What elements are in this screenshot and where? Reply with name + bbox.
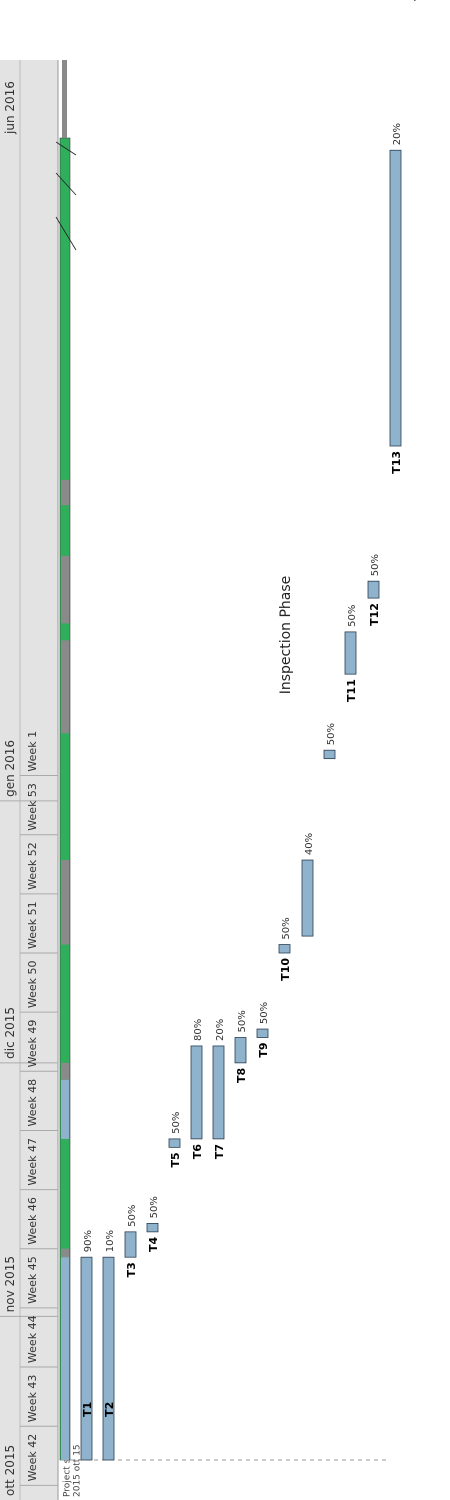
week-label: Week 1 [26,731,39,772]
task-name: T4 [147,1237,160,1253]
task-name: T1 [81,1402,94,1417]
status-segment [61,1063,69,1080]
task-bar [345,632,356,674]
status-segment [61,1080,69,1139]
phase-label: Inspection Phase [278,576,294,695]
task-progress: 50% [370,554,381,576]
task-progress: 20% [392,123,403,145]
task-name: T9 [257,1043,270,1058]
status-segment [61,1257,69,1460]
task-bar [191,1046,202,1139]
task-bar [368,581,379,598]
month-label: nov 2015 [3,1256,17,1312]
week-label: Week 46 [26,1197,39,1245]
task-progress: 50% [259,1002,270,1024]
task-bar [147,1223,158,1231]
task-name: T6 [191,1144,204,1160]
task-bar [257,1029,268,1037]
week-label: Week 44 [26,1315,39,1363]
task-bar [81,1257,92,1460]
week-label: Week 42 [26,1434,39,1482]
status-segment [61,1249,69,1257]
task-name: T13 [390,451,403,474]
task-name: T11 [345,679,358,702]
task-name: T5 [169,1152,182,1167]
status-segment [61,640,69,733]
task-progress: 40% [304,833,315,855]
task-progress: 20% [215,1019,226,1041]
task-bar [125,1232,136,1257]
task-name: T12 [368,603,381,626]
week-label: Week 47 [26,1138,39,1186]
task-progress: 90% [83,1230,94,1252]
status-segment [61,480,69,505]
task-bar [279,945,290,953]
week-label: Week 51 [26,901,39,949]
task-progress: 10% [105,1230,116,1252]
task-progress: 80% [193,1019,204,1041]
status-segment [61,860,69,945]
week-label: Week 48 [26,1079,39,1127]
task-progress: 50% [237,1010,248,1032]
task-progress: 50% [149,1196,160,1218]
task-progress: 50% [281,917,292,939]
task-name: T8 [235,1068,248,1083]
task-bar [235,1038,246,1063]
task-progress: 50% [127,1205,138,1227]
task-bar [302,860,313,936]
task-bar [390,150,401,446]
week-label: Week 43 [26,1375,39,1423]
week-label: Week 50 [26,961,39,1009]
task-bar [324,750,335,758]
task-bar [103,1257,114,1460]
task-progress: 50% [347,605,358,627]
month-label: ott 2015 [3,1445,17,1496]
task-name: T7 [213,1144,226,1159]
task-progress: 50% [171,1112,182,1134]
task-name: T2 [103,1402,116,1417]
task-name: T3 [125,1262,138,1277]
task-progress: 50% [326,723,337,745]
month-label: dic 2015 [3,1007,17,1059]
week-label: Week 49 [26,1020,39,1068]
week-label: Week 45 [26,1256,39,1304]
week-label: Week 52 [26,842,39,890]
status-segment [61,556,69,624]
task-name: T10 [279,958,292,981]
week-label: Week 53 [26,783,39,831]
task-bar [213,1046,224,1139]
status-tail [62,60,67,138]
task-bar [169,1139,180,1147]
month-label: gen 2016 [3,740,17,797]
month-label: jun 2016 [3,81,17,135]
task-name: T14 [412,0,425,1]
